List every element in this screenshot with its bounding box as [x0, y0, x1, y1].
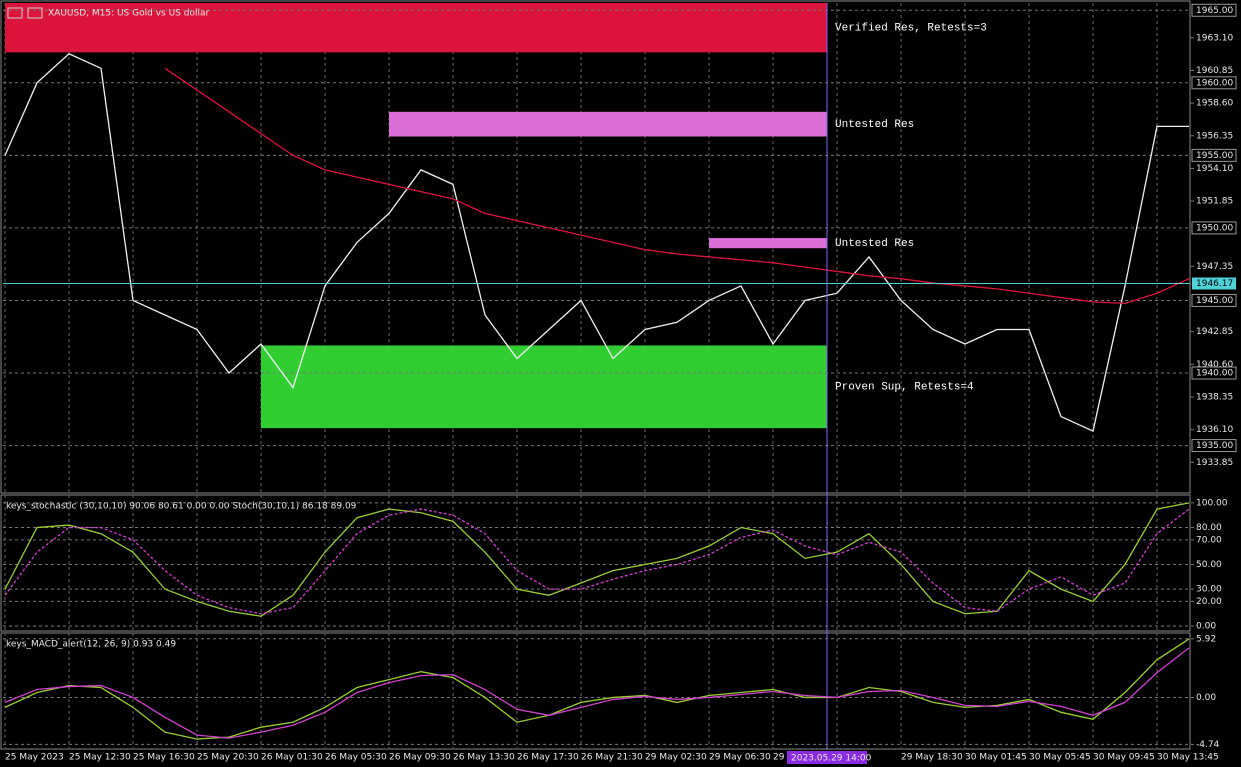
price-level-label: 1940.00: [1196, 369, 1233, 379]
x-tick-label: 26 May 21:30: [581, 753, 643, 763]
price-frame: [0, 0, 1191, 494]
panel-title: keys_MACD_alert(12, 26, 9) 0.93 0.49: [6, 640, 176, 650]
y-tick-label: 1963.10: [1196, 33, 1233, 43]
series-line: [4, 502, 1190, 617]
current-price-label: 1946.17: [1196, 279, 1233, 289]
y-tick-label: 1940.60: [1196, 360, 1233, 370]
y-tick-label: 1954.10: [1196, 164, 1233, 174]
price-level-box: [1191, 76, 1237, 90]
price-level-label: 1950.00: [1196, 223, 1233, 233]
price-level-box: [1191, 148, 1237, 162]
x-tick-label: 26 May 01:30: [261, 753, 323, 763]
y-tick-label: 1942.85: [1196, 327, 1233, 337]
x-tick-label: 26 May 13:30: [453, 753, 515, 763]
panel-title: keys_stochastic (30,10,10) 90.06 80.61 0…: [6, 502, 357, 512]
zone: [709, 238, 827, 249]
y-tick-label: 20.00: [1196, 597, 1222, 607]
zone: [5, 3, 827, 53]
x-tick-label: 30 May 09:45: [1093, 753, 1155, 763]
x-tick-label: 25 May 2023: [5, 753, 64, 763]
x-tick-label: 25 May 12:30: [69, 753, 131, 763]
chart-title: XAUUSD, M15: US Gold vs US dollar: [48, 9, 209, 19]
y-tick-label: 1933.85: [1196, 458, 1233, 468]
macd-frame: [0, 632, 1191, 750]
x-tick-label: 26 May 05:30: [325, 753, 387, 763]
y-tick-label: 80.00: [1196, 523, 1222, 533]
y-tick-label: 70.00: [1196, 535, 1222, 545]
crosshair-label: 2023.05.29 14:00: [791, 754, 872, 764]
zone-label: Verified Res, Retests=3: [835, 23, 987, 35]
series-line: [164, 67, 1190, 305]
price-level-label: 1965.00: [1196, 6, 1233, 16]
price-level-label: 1935.00: [1196, 441, 1233, 451]
y-tick-label: 0.00: [1196, 622, 1216, 632]
y-tick-label: 30.00: [1196, 585, 1222, 595]
x-tick-label: 29 M: [773, 753, 795, 763]
x-tick-label: 26 May 09:30: [389, 753, 451, 763]
zone: [389, 111, 827, 137]
price-level-box: [1191, 3, 1237, 17]
y-tick-label: 0.00: [1196, 693, 1216, 703]
crosshair-box: [787, 751, 867, 764]
x-tick-label: 30 May 13:45: [1157, 753, 1219, 763]
price-level-label: 1955.00: [1196, 151, 1233, 161]
y-tick-label: 1956.35: [1196, 131, 1233, 141]
y-tick-label: 1958.60: [1196, 99, 1233, 109]
series-line: [4, 508, 1190, 615]
zone-label: Untested Res: [835, 238, 914, 250]
current-price-box: [1192, 277, 1236, 290]
x-tick-label: 25 May 16:30: [133, 753, 195, 763]
price-level-box: [1191, 221, 1237, 235]
zone: [261, 345, 827, 429]
price-level-box: [1191, 439, 1237, 453]
plot-layer: 25 May 2023 25 May 12:30 25 May 16:30 25 Ma…: [3, 3, 1237, 764]
y-tick-label: 50.00: [1196, 560, 1222, 570]
zone-label: Proven Sup, Retests=4: [835, 382, 974, 394]
x-tick-label: 29 May 06:30: [709, 753, 771, 763]
series-line: [4, 53, 1189, 432]
y-tick-label: 1947.35: [1196, 262, 1233, 272]
price-level-box: [1191, 366, 1237, 380]
y-tick-label: 1960.85: [1196, 66, 1233, 76]
menu-icon[interactable]: [7, 7, 23, 19]
x-tick-label: 29 May 18:30: [901, 753, 963, 763]
chart-icon[interactable]: [27, 7, 43, 19]
x-tick-label: 29 May 02:30: [645, 753, 707, 763]
y-tick-label: -4.74: [1196, 740, 1220, 750]
x-tick-label: 30 May 01:45: [965, 753, 1027, 763]
x-tick-label: 30 May 05:45: [1029, 753, 1091, 763]
y-tick-label: 100.00: [1196, 498, 1228, 508]
y-tick-label: 1938.35: [1196, 392, 1233, 402]
x-tick-label: 26 May 17:30: [517, 753, 579, 763]
price-level-label: 1960.00: [1196, 78, 1233, 88]
y-tick-label: 1951.85: [1196, 197, 1233, 207]
zone-label: Untested Res: [835, 119, 914, 131]
price-level-label: 1945.00: [1196, 296, 1233, 306]
y-tick-label: 1936.10: [1196, 425, 1233, 435]
y-tick-label: 5.92: [1196, 634, 1216, 644]
stoch-frame: [0, 494, 1191, 632]
x-tick-label: 25 May 20:30: [197, 753, 259, 763]
price-level-box: [1191, 293, 1237, 307]
series-line: [4, 647, 1190, 739]
